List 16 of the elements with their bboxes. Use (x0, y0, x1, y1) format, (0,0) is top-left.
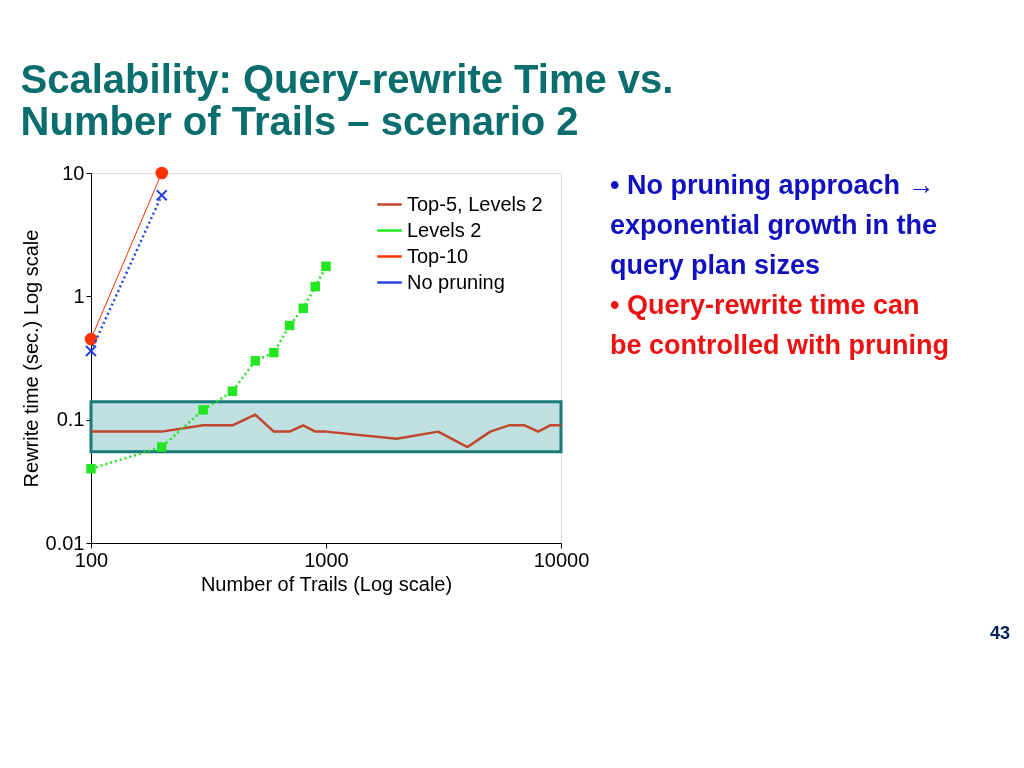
legend-label: No pruning (407, 270, 505, 293)
x-tick-label: 1000 (304, 548, 349, 571)
x-tick-label: 10000 (533, 548, 590, 571)
chart-title: Scalability: Query-rewrite Time vs. Number of Trails – scenario 2 (20, 56, 674, 143)
y-axis-title: Rewrite time (sec.) Log scale (19, 229, 42, 488)
legend-label: Levels 2 (407, 218, 482, 241)
y-tick-label: 0.1 (56, 408, 85, 431)
y-tick-label: 1 (73, 284, 85, 307)
y-tick-label: 10 (62, 161, 85, 184)
text: • Query-rewrite time can be controlled with pruning (610, 290, 949, 360)
y-tick-label: 0.01 (45, 531, 85, 554)
legend-label: Top-5, Levels 2 (407, 192, 543, 215)
text: • No pruning approach → exponential growth in the query plan sizes (610, 170, 938, 280)
x-axis-title: Number of Trails (Log scale) (200, 572, 453, 595)
legend-label: Top-10 (407, 244, 469, 267)
text: 43 (989, 623, 1010, 643)
